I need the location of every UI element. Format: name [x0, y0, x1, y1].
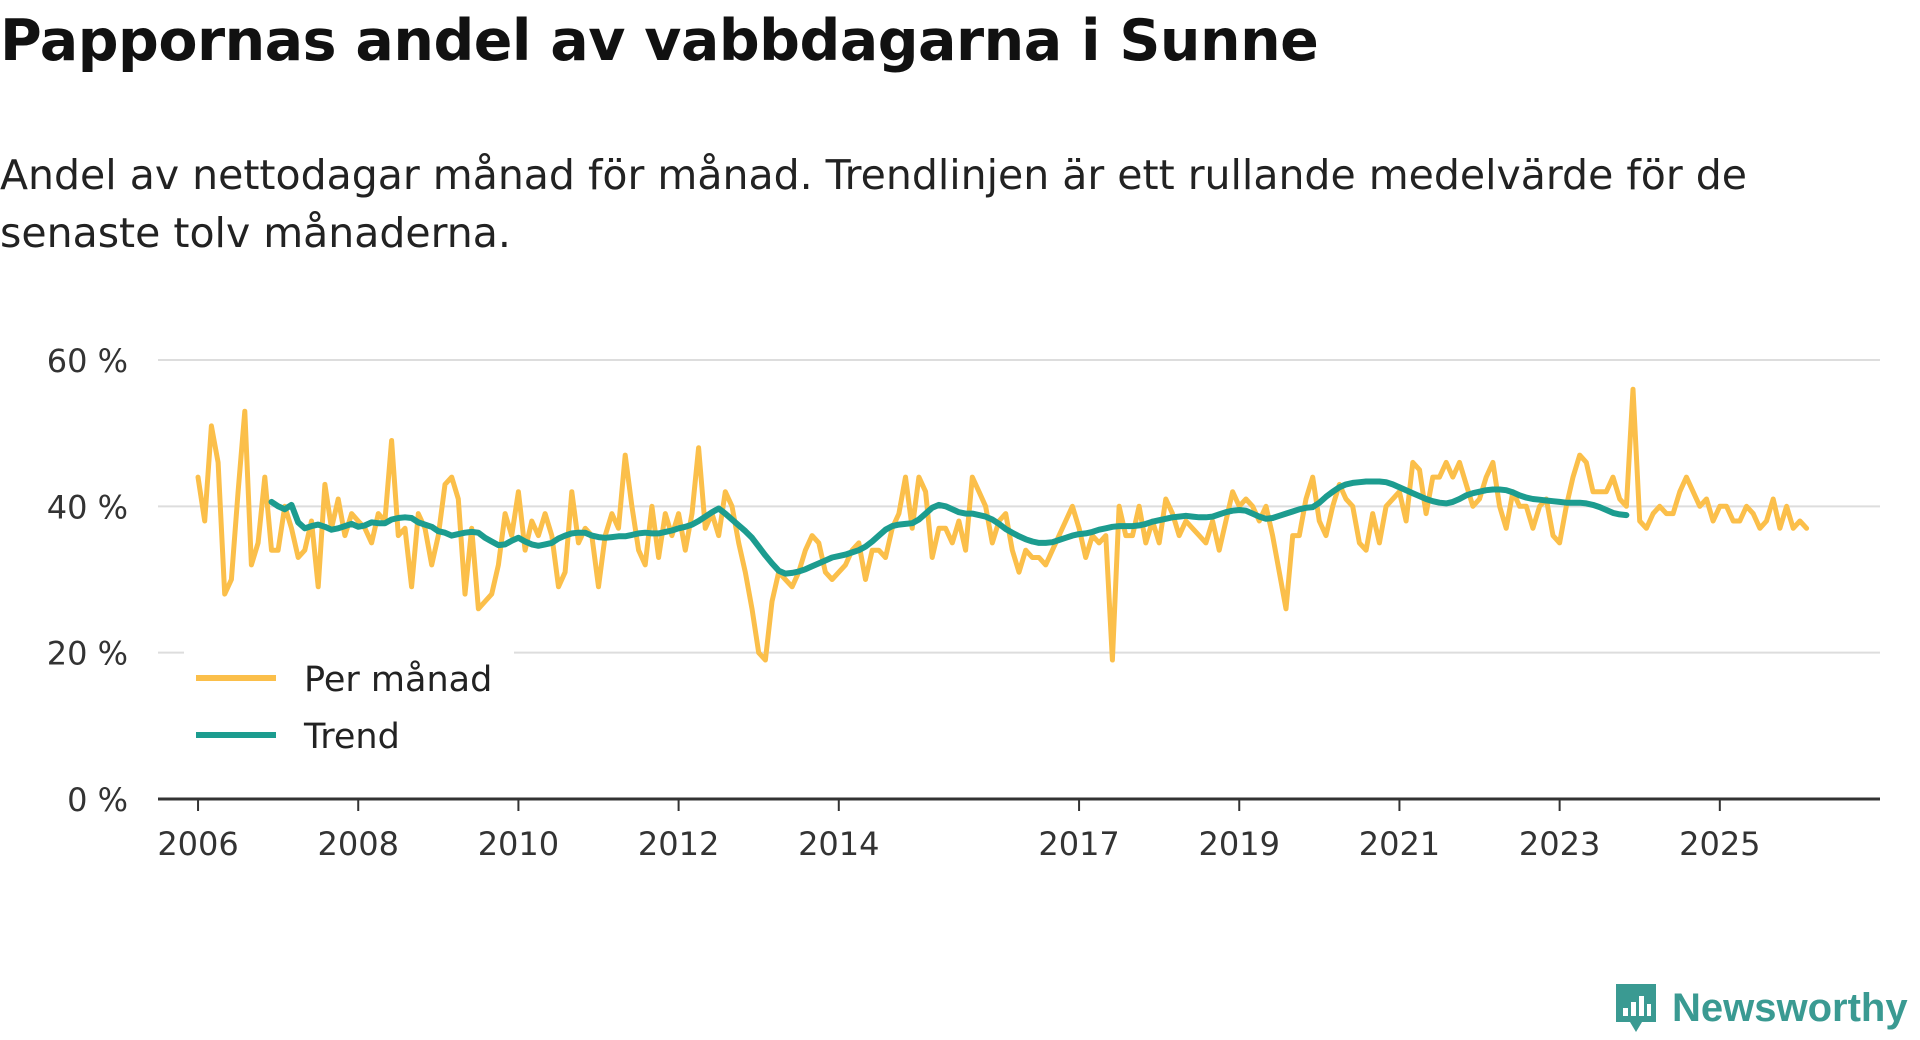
axes: 0 % 20 % 40 % 60 % 2006 2008 2010 2012 2014 2017 2…: [47, 342, 1880, 863]
y-tick-label: 40 %: [47, 488, 128, 526]
x-tick-label: 2006: [157, 825, 238, 863]
x-tick-label: 2025: [1679, 825, 1760, 863]
y-tick-label: 60 %: [47, 342, 128, 380]
series: [195, 386, 1810, 663]
brand-logo: Newsworthy: [1612, 980, 1908, 1036]
x-tick-label: 2019: [1199, 825, 1280, 863]
x-tick-label: 2008: [318, 825, 399, 863]
bar-chart-speech-icon: [1616, 984, 1656, 1032]
x-tick-label: 2012: [638, 825, 719, 863]
series-line-trend: [268, 478, 1630, 577]
y-tick-label: 0 %: [67, 781, 128, 819]
legend-label-trend: Trend: [303, 717, 400, 757]
x-tick-label: 2014: [798, 825, 879, 863]
x-tick-label: 2010: [478, 825, 559, 863]
brand-name: Newsworthy: [1672, 985, 1908, 1030]
x-tick-label: 2017: [1038, 825, 1119, 863]
y-tick-label: 20 %: [47, 635, 128, 673]
x-tick-label: 2021: [1359, 825, 1440, 863]
chart-subtitle: Andel av nettodagar månad för månad. Tre…: [0, 151, 1747, 257]
legend-label-per-manad: Per månad: [304, 659, 492, 700]
legend: Per månad Trend: [184, 648, 514, 768]
series-line-per-manad: [195, 386, 1810, 663]
x-tick-label: 2023: [1519, 825, 1600, 863]
grid-lines: [158, 359, 1880, 654]
legend-background: [184, 648, 514, 768]
chart-title: Pappornas andel av vabbdagarna i Sunne: [0, 8, 1319, 74]
